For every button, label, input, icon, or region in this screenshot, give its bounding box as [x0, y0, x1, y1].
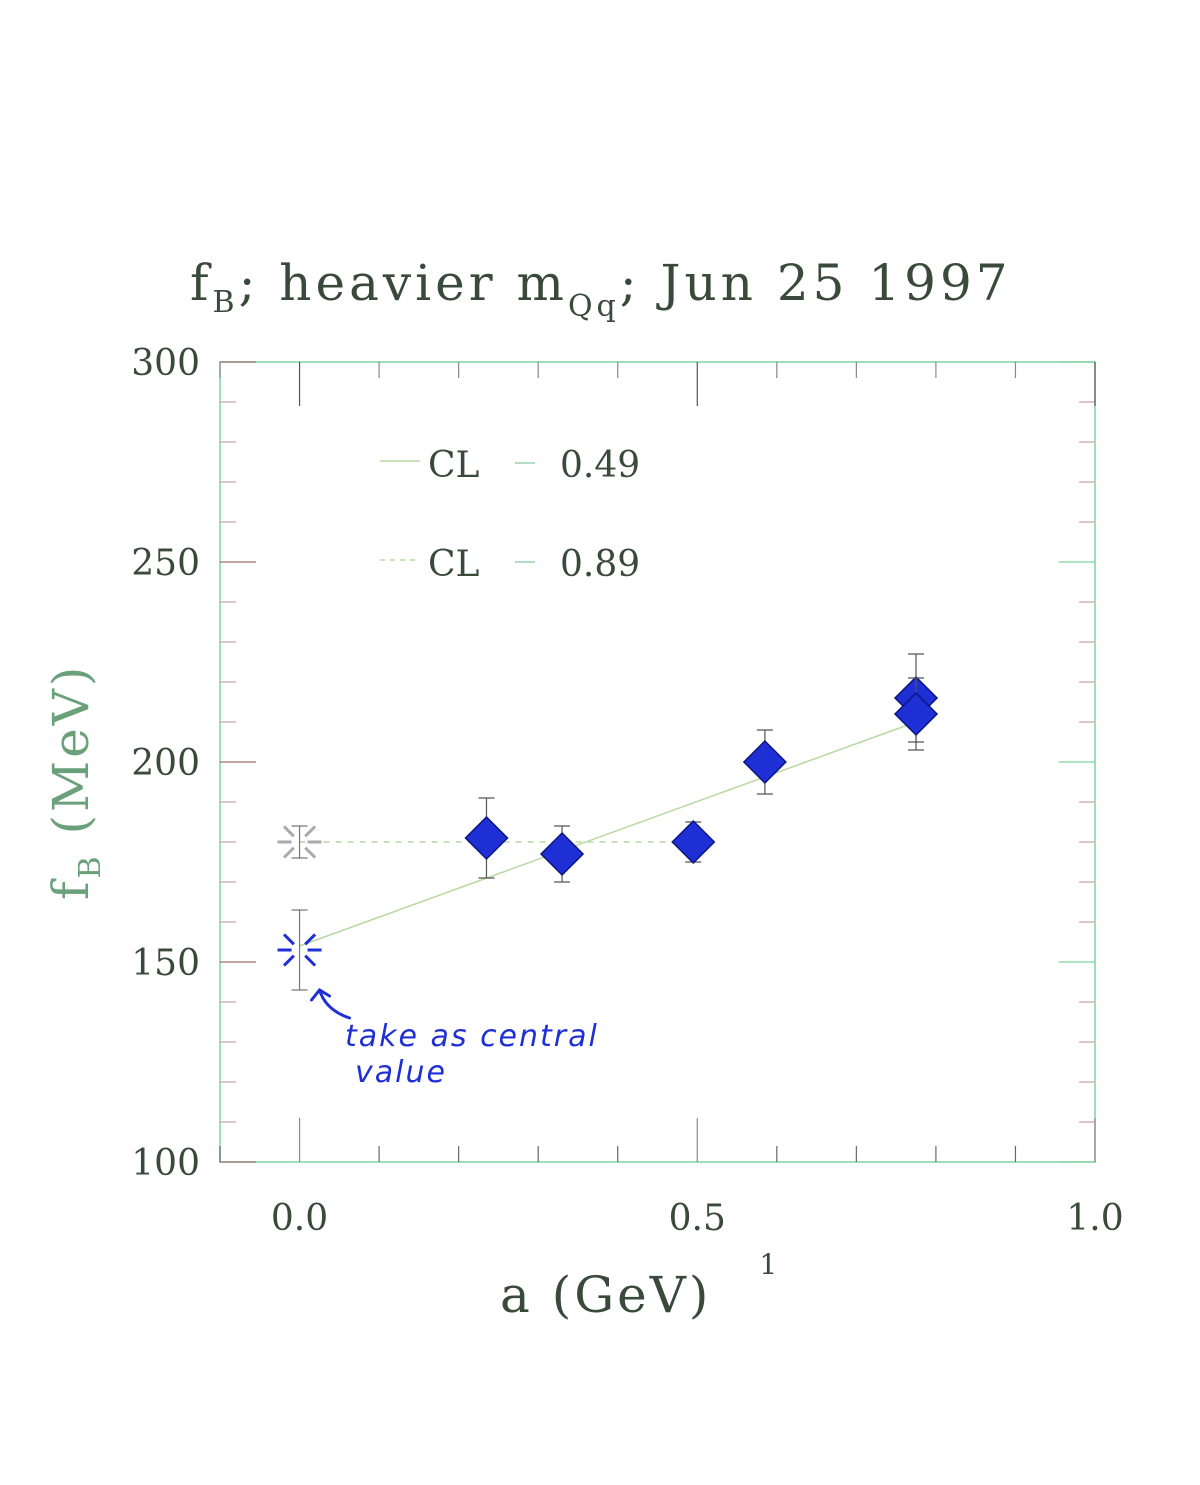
star-ray	[304, 846, 317, 859]
title-part2: ; heavier m	[239, 254, 568, 312]
data-point	[539, 825, 585, 883]
star-ray	[304, 825, 317, 838]
legend-label: CL	[428, 544, 480, 585]
star-marker	[277, 825, 322, 859]
legend-label: CL	[428, 445, 480, 486]
x-tick-label: 1.0	[1066, 1198, 1123, 1239]
chart-title: fB; heavier mQq; Jun 25 1997	[190, 254, 1012, 324]
data-point	[893, 677, 939, 751]
data-points	[464, 653, 939, 883]
extrapolated-points	[277, 825, 322, 991]
title-part2-sub: Qq	[568, 289, 620, 324]
title-main-sub: B	[213, 285, 239, 320]
title-main: f	[190, 254, 213, 312]
diamond-marker	[539, 831, 585, 877]
x-axis-label: a (GeV) 1	[500, 1248, 780, 1324]
diamond-marker	[742, 739, 787, 785]
fit-lines	[299, 721, 917, 947]
star-ray	[304, 933, 317, 946]
y-tick-label: 300	[131, 343, 200, 384]
legend: CL 0.49 CL 0.89	[380, 445, 640, 585]
y-axis-label-unit: (MeV)	[42, 664, 100, 854]
y-axis-label-sub: B	[73, 853, 108, 878]
y-tick-label: 100	[131, 1143, 200, 1184]
extrapolated-point	[277, 909, 322, 991]
annotation-arrow	[318, 988, 352, 1020]
annotation-arrowhead	[310, 988, 332, 1002]
tick-labels: 100 150 200 250 300 0.0 0.5 1.0	[131, 343, 1123, 1239]
star-ray	[282, 954, 295, 967]
y-axis-label-text: f	[42, 878, 100, 900]
star-ray	[282, 825, 295, 838]
y-axis-label: fB (MeV)	[42, 664, 108, 900]
x-tick-label: 0.5	[669, 1198, 726, 1239]
axis-labels: a (GeV) 1 fB (MeV)	[42, 664, 780, 1324]
star-ray	[282, 933, 295, 946]
data-point	[671, 819, 716, 865]
legend-value: 0.89	[560, 544, 640, 585]
x-tick-label: 0.0	[271, 1198, 328, 1239]
diamond-marker	[671, 819, 716, 865]
star-ray	[304, 954, 317, 967]
legend-value: 0.49	[560, 445, 640, 486]
star-marker	[277, 933, 322, 967]
x-axis-label-text: a (GeV)	[500, 1266, 711, 1324]
diamond-marker	[464, 815, 509, 861]
annotation-line2: value	[355, 1055, 447, 1090]
axis-ticks	[219, 361, 1096, 1163]
title-text: fB; heavier mQq; Jun 25 1997	[190, 254, 1012, 324]
x-axis-label-sup: 1	[759, 1248, 780, 1281]
star-ray	[282, 846, 295, 859]
y-tick-label: 200	[131, 743, 200, 784]
annotation-line1: take as central	[345, 1019, 599, 1054]
y-tick-label: 250	[131, 543, 200, 584]
y-tick-label: 150	[131, 943, 200, 984]
data-point	[464, 797, 509, 879]
diamond-marker	[893, 691, 939, 737]
title-part3: ; Jun 25 1997	[620, 254, 1012, 312]
extrapolated-point	[277, 825, 322, 859]
data-point	[742, 729, 787, 795]
fit-line-2	[299, 721, 917, 947]
